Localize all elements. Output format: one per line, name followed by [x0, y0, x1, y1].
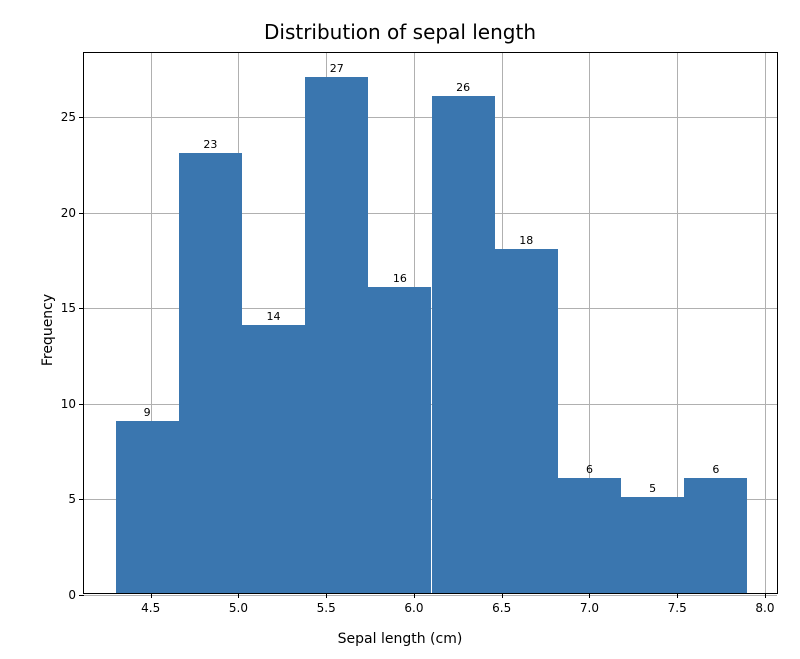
gridline-vertical — [765, 53, 766, 593]
histogram-bar — [558, 478, 621, 593]
xtick-label: 5.0 — [229, 601, 248, 615]
histogram-bar — [242, 325, 305, 593]
bar-value-label: 6 — [586, 463, 593, 476]
xtick-mark — [589, 593, 590, 598]
ytick-label: 10 — [61, 397, 76, 411]
histogram-bar — [684, 478, 747, 593]
xtick-mark — [238, 593, 239, 598]
ytick-mark — [79, 117, 84, 118]
xtick-label: 6.0 — [404, 601, 423, 615]
ytick-mark — [79, 595, 84, 596]
histogram-bar — [621, 497, 684, 593]
bar-value-label: 9 — [144, 406, 151, 419]
histogram-bar — [495, 249, 558, 593]
xtick-label: 5.5 — [317, 601, 336, 615]
ytick-label: 25 — [61, 110, 76, 124]
xtick-mark — [414, 593, 415, 598]
bar-value-label: 27 — [330, 62, 344, 75]
histogram-bar — [179, 153, 242, 593]
ytick-mark — [79, 404, 84, 405]
xtick-label: 8.0 — [755, 601, 774, 615]
xtick-mark — [502, 593, 503, 598]
ytick-label: 5 — [68, 492, 76, 506]
histogram-bar — [432, 96, 495, 593]
gridline-horizontal — [84, 595, 777, 596]
ytick-mark — [79, 213, 84, 214]
gridline-horizontal — [84, 117, 777, 118]
bar-value-label: 5 — [649, 482, 656, 495]
ytick-label: 0 — [68, 588, 76, 602]
xtick-label: 7.5 — [668, 601, 687, 615]
xtick-label: 4.5 — [141, 601, 160, 615]
xtick-mark — [677, 593, 678, 598]
y-axis-label: Frequency — [40, 293, 56, 365]
bar-value-label: 6 — [712, 463, 719, 476]
xtick-mark — [151, 593, 152, 598]
chart-title: Distribution of sepal length — [0, 20, 800, 44]
ytick-label: 20 — [61, 206, 76, 220]
xtick-label: 6.5 — [492, 601, 511, 615]
xtick-mark — [326, 593, 327, 598]
histogram-bar — [116, 421, 179, 593]
xtick-label: 7.0 — [580, 601, 599, 615]
histogram-bar — [368, 287, 431, 593]
bar-value-label: 14 — [267, 310, 281, 323]
bar-value-label: 26 — [456, 81, 470, 94]
bar-value-label: 18 — [519, 234, 533, 247]
bar-value-label: 23 — [203, 138, 217, 151]
histogram-bar — [305, 77, 368, 593]
ytick-label: 15 — [61, 301, 76, 315]
plot-area: 05101520254.55.05.56.06.57.07.58.0923142… — [83, 52, 778, 594]
ytick-mark — [79, 499, 84, 500]
ytick-mark — [79, 308, 84, 309]
bar-value-label: 16 — [393, 272, 407, 285]
histogram-figure: Distribution of sepal length Frequency S… — [0, 0, 800, 659]
xtick-mark — [765, 593, 766, 598]
x-axis-label: Sepal length (cm) — [0, 631, 800, 647]
